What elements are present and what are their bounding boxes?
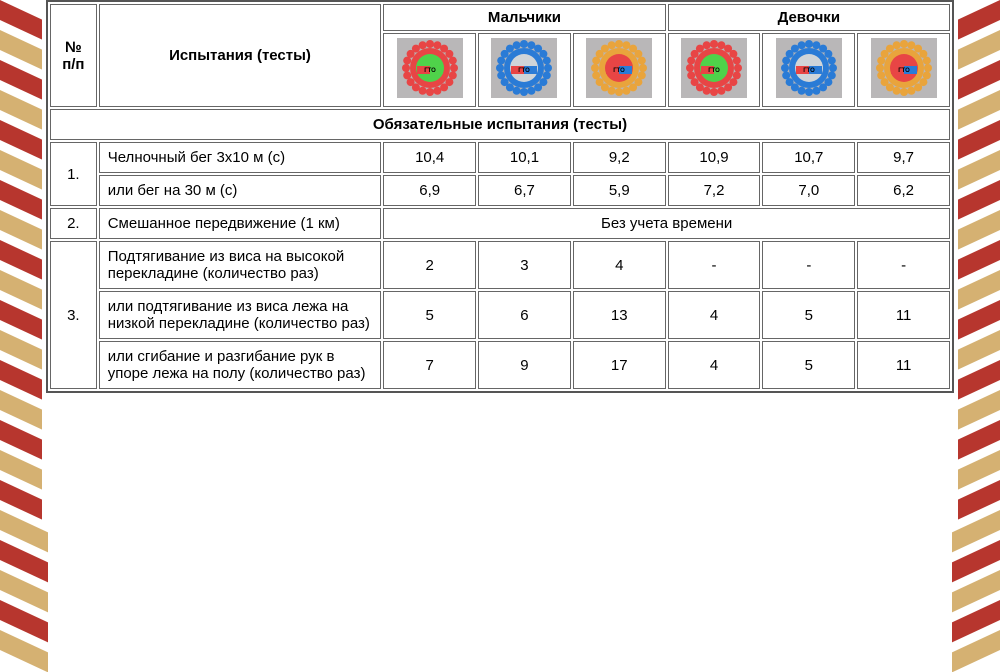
merged-value: Без учета времени	[383, 208, 950, 239]
standards-table: № п/п Испытания (тесты) Мальчики Девочки…	[46, 0, 954, 393]
section-title: Обязательные испытания (тесты)	[50, 109, 950, 140]
value-cell: -	[857, 241, 950, 289]
badge-girls-1: ГТО	[762, 33, 855, 107]
value-cell: 9	[478, 341, 571, 389]
value-cell: 9,7	[857, 142, 950, 173]
value-cell: 7,0	[762, 175, 855, 206]
col-header-number: № п/п	[50, 4, 97, 107]
svg-text:ГТО: ГТО	[613, 68, 625, 74]
svg-text:ГТО: ГТО	[519, 68, 531, 74]
gto-badge-icon: ГТО	[871, 38, 937, 98]
badge-boys-0: ГТО	[383, 33, 476, 107]
value-cell: 11	[857, 341, 950, 389]
value-cell: 4	[573, 241, 666, 289]
badge-boys-2: ГТО	[573, 33, 666, 107]
table-row: или сгибание и разгибание рук в упоре ле…	[50, 341, 950, 389]
col-header-tests: Испытания (тесты)	[99, 4, 382, 107]
svg-text:ГТО: ГТО	[708, 68, 720, 74]
value-cell: 5	[762, 291, 855, 339]
value-cell: 4	[668, 341, 761, 389]
value-cell: 13	[573, 291, 666, 339]
value-cell: 17	[573, 341, 666, 389]
test-name: или сгибание и разгибание рук в упоре ле…	[99, 341, 382, 389]
svg-text:ГТО: ГТО	[898, 68, 910, 74]
value-cell: 6,7	[478, 175, 571, 206]
value-cell: 9,2	[573, 142, 666, 173]
badge-boys-1: ГТО	[478, 33, 571, 107]
table-row: 1.Челночный бег 3х10 м (с)10,410,19,210,…	[50, 142, 950, 173]
col-header-girls: Девочки	[668, 4, 950, 31]
value-cell: 11	[857, 291, 950, 339]
value-cell: 10,7	[762, 142, 855, 173]
gto-badge-icon: ГТО	[681, 38, 747, 98]
decor-stripes-right	[952, 0, 1000, 547]
section-row: Обязательные испытания (тесты)	[50, 109, 950, 140]
table-row: 2.Смешанное передвижение (1 км)Без учета…	[50, 208, 950, 239]
gto-badge-icon: ГТО	[397, 38, 463, 98]
value-cell: 6	[478, 291, 571, 339]
value-cell: 10,9	[668, 142, 761, 173]
value-cell: 10,4	[383, 142, 476, 173]
decor-stripes-left	[0, 0, 48, 547]
row-number: 2.	[50, 208, 97, 239]
value-cell: 7	[383, 341, 476, 389]
page: № п/п Испытания (тесты) Мальчики Девочки…	[42, 0, 958, 525]
table-row: 3.Подтягивание из виса на высокой перекл…	[50, 241, 950, 289]
svg-text:ГТО: ГТО	[424, 68, 436, 74]
value-cell: 3	[478, 241, 571, 289]
value-cell: -	[668, 241, 761, 289]
test-name: или подтягивание из виса лежа на низкой …	[99, 291, 382, 339]
gto-badge-icon: ГТО	[776, 38, 842, 98]
test-name: Подтягивание из виса на высокой переклад…	[99, 241, 382, 289]
value-cell: 6,9	[383, 175, 476, 206]
svg-text:ГТО: ГТО	[803, 68, 815, 74]
badge-girls-0: ГТО	[668, 33, 761, 107]
test-name: Смешанное передвижение (1 км)	[99, 208, 382, 239]
value-cell: 7,2	[668, 175, 761, 206]
test-name: или бег на 30 м (с)	[99, 175, 382, 206]
test-name: Челночный бег 3х10 м (с)	[99, 142, 382, 173]
value-cell: 6,2	[857, 175, 950, 206]
header-row-groups: № п/п Испытания (тесты) Мальчики Девочки	[50, 4, 950, 31]
gto-badge-icon: ГТО	[586, 38, 652, 98]
value-cell: 5	[762, 341, 855, 389]
table-row: или подтягивание из виса лежа на низкой …	[50, 291, 950, 339]
row-number: 1.	[50, 142, 97, 206]
value-cell: 5	[383, 291, 476, 339]
value-cell: 5,9	[573, 175, 666, 206]
row-number: 3.	[50, 241, 97, 389]
value-cell: 4	[668, 291, 761, 339]
value-cell: -	[762, 241, 855, 289]
col-header-boys: Мальчики	[383, 4, 665, 31]
table-row: или бег на 30 м (с)6,96,75,97,27,06,2	[50, 175, 950, 206]
gto-badge-icon: ГТО	[491, 38, 557, 98]
value-cell: 2	[383, 241, 476, 289]
badge-girls-2: ГТО	[857, 33, 950, 107]
value-cell: 10,1	[478, 142, 571, 173]
